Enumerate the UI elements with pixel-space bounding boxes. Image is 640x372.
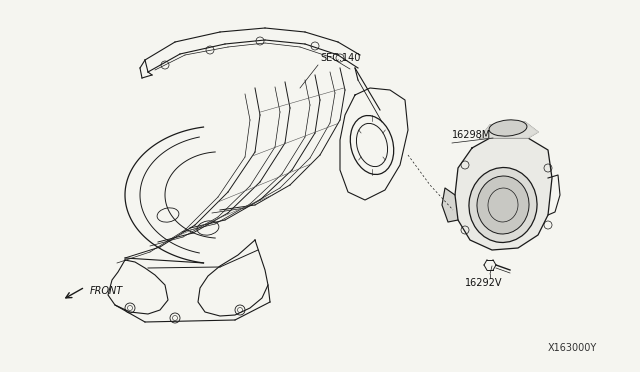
Polygon shape	[442, 188, 458, 222]
Polygon shape	[480, 122, 538, 138]
Text: FRONT: FRONT	[90, 286, 124, 296]
Text: SEC.140: SEC.140	[320, 53, 360, 63]
Text: 16298M: 16298M	[452, 130, 492, 140]
Ellipse shape	[477, 176, 529, 234]
Text: 16292V: 16292V	[465, 278, 503, 288]
Text: X163000Y: X163000Y	[547, 343, 596, 353]
Ellipse shape	[489, 120, 527, 136]
Ellipse shape	[469, 167, 537, 243]
Polygon shape	[455, 138, 552, 250]
